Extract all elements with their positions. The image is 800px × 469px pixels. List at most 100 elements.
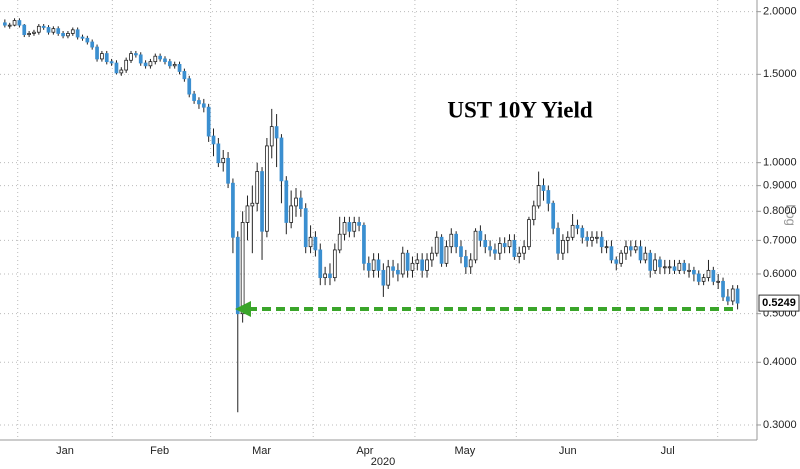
- candle-body: [405, 252, 410, 271]
- candle-body: [260, 171, 264, 232]
- candle-body: [61, 33, 65, 37]
- candle-body: [337, 233, 342, 251]
- candle-body: [201, 103, 206, 108]
- candle-body: [332, 249, 337, 279]
- candle-body: [80, 36, 85, 39]
- candle-body: [604, 246, 609, 249]
- chart-title: UST 10Y Yield: [447, 97, 592, 122]
- candle-body: [318, 249, 323, 279]
- candle-body: [357, 222, 361, 226]
- candle-body: [158, 55, 162, 60]
- candle-body: [104, 53, 109, 63]
- candle-body: [347, 222, 352, 232]
- candle-body: [425, 259, 429, 271]
- grid: [0, 0, 757, 440]
- candle-body: [265, 145, 269, 232]
- candle-body: [124, 59, 129, 71]
- candle-body: [624, 246, 628, 254]
- y-tick-label: 0.7000: [763, 234, 797, 246]
- x-tick-label: Jan: [56, 445, 74, 457]
- candle-body: [182, 71, 187, 80]
- candle-body: [595, 236, 599, 239]
- scale-note: Log: [784, 204, 799, 226]
- candle-body: [590, 236, 594, 241]
- candle-body: [463, 256, 468, 268]
- support-arrow: [235, 301, 738, 317]
- candle-body: [138, 54, 143, 64]
- candle-body: [556, 227, 560, 254]
- candle-body: [27, 33, 31, 36]
- candle-body: [721, 280, 725, 298]
- candle-body: [226, 157, 230, 184]
- candle-body: [658, 259, 662, 268]
- candle-body: [701, 277, 706, 282]
- candle-body: [527, 219, 531, 248]
- candle-body: [70, 29, 75, 34]
- candle-body: [2, 22, 7, 26]
- candle-body: [274, 126, 279, 139]
- candle-body: [371, 259, 376, 271]
- candle-body: [420, 259, 425, 271]
- candle-body: [17, 20, 22, 26]
- candle-body: [473, 230, 478, 261]
- y-tick-label: 0.3000: [763, 419, 797, 431]
- candle-body: [439, 236, 444, 264]
- candle-body: [250, 202, 255, 207]
- y-tick-label: 1.0000: [763, 157, 797, 169]
- candle-body: [502, 243, 507, 248]
- x-tick-label: Mar: [252, 445, 271, 457]
- candle-body: [507, 239, 512, 248]
- candle-body: [95, 46, 99, 60]
- candle-body: [391, 266, 395, 271]
- candle-body: [289, 205, 294, 223]
- candle-body: [546, 190, 551, 204]
- candle-body: [488, 246, 492, 251]
- candle-body: [643, 252, 648, 261]
- candle-body: [245, 205, 250, 223]
- candle-body: [376, 259, 381, 271]
- candle-body: [134, 53, 138, 56]
- candle-body: [410, 262, 415, 271]
- candle-body: [366, 262, 371, 271]
- candle-body: [197, 100, 201, 105]
- candle-body: [531, 205, 536, 221]
- candle-body: [726, 296, 730, 302]
- candle-body: [51, 28, 56, 33]
- y-tick-label: 2.0000: [763, 6, 797, 18]
- candle-body: [468, 259, 473, 268]
- candle-body: [454, 233, 458, 248]
- candle-body: [308, 236, 313, 248]
- candle-body: [599, 236, 604, 248]
- candle-body: [478, 230, 483, 241]
- candle-body: [517, 252, 522, 257]
- candle-body: [313, 236, 318, 251]
- candle-body: [211, 135, 216, 145]
- candle-body: [459, 246, 463, 257]
- x-tick-label: Jul: [661, 445, 675, 457]
- candle-body: [187, 78, 192, 95]
- candle-body: [114, 62, 119, 74]
- candle-body: [400, 252, 405, 275]
- candles: [2, 18, 740, 413]
- candle-body: [269, 126, 274, 147]
- x-tick-label: May: [454, 445, 475, 457]
- candle-body: [143, 62, 148, 67]
- candle-body: [386, 266, 391, 286]
- candle-body: [522, 246, 526, 254]
- candle-body: [619, 252, 623, 264]
- candle-body: [662, 266, 667, 269]
- candle-body: [512, 239, 517, 257]
- arrow-head: [235, 301, 251, 317]
- candle-body: [362, 224, 366, 264]
- candle-body: [342, 222, 347, 235]
- candle-body: [493, 249, 497, 254]
- y-tick-label: 0.9000: [763, 180, 797, 192]
- candle-body: [585, 236, 590, 241]
- candle-body: [638, 246, 643, 261]
- candle-body: [216, 143, 221, 164]
- candle-body: [430, 252, 434, 261]
- candle-body: [100, 53, 104, 60]
- x-tick-label: Apr: [356, 445, 373, 457]
